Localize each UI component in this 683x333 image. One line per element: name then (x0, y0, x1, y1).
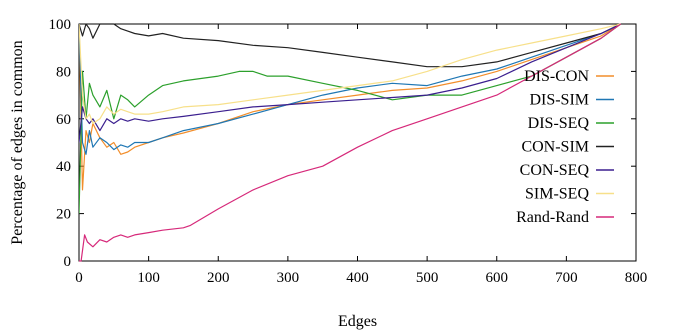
x-tick-label: 0 (75, 270, 83, 286)
legend-label-sim-seq: SIM-SEQ (525, 186, 589, 203)
x-tick-label: 600 (486, 270, 509, 286)
series-line-dis-sim (79, 23, 621, 155)
legend-label-dis-sim: DIS-SIM (529, 92, 589, 109)
y-tick-label: 40 (56, 159, 71, 175)
plot-area: 0 100 200 300 400 500 600 700 800 0 20 40 60 80 100 DIS… (49, 17, 648, 286)
series-line-con-seq (79, 23, 621, 143)
y-tick-label: 20 (56, 207, 71, 223)
y-axis-label: Percentage of edges in common (9, 40, 26, 244)
x-tick-label: 800 (625, 270, 648, 286)
y-tick-label: 80 (56, 64, 71, 80)
x-axis-label: Edges (338, 313, 377, 330)
x-tick-label: 200 (207, 270, 230, 286)
series-lines (79, 23, 622, 262)
x-tick-label: 100 (137, 270, 160, 286)
y-tick-label: 0 (64, 254, 72, 270)
y-tick-label: 100 (49, 17, 72, 33)
series-line-dis-seq (79, 23, 622, 214)
legend: DIS-CON DIS-SIM DIS-SEQ CON-SIM CON-SEQ SIM-S… (516, 68, 614, 226)
series-line-sim-seq (79, 23, 621, 125)
legend-label-con-sim: CON-SIM (521, 139, 589, 156)
y-tick-label: 60 (56, 112, 71, 128)
series-line-con-sim (79, 23, 621, 68)
series-line-dis-con (79, 23, 622, 191)
legend-label-dis-con: DIS-CON (524, 68, 589, 85)
x-tick-label: 300 (277, 270, 300, 286)
legend-label-con-seq: CON-SEQ (520, 162, 590, 179)
series-line-rand-rand (79, 23, 622, 262)
legend-label-rand-rand: Rand-Rand (516, 209, 589, 226)
x-tick-label: 500 (416, 270, 439, 286)
legend-label-dis-seq: DIS-SEQ (528, 115, 590, 132)
x-tick-label: 400 (346, 270, 369, 286)
x-tick-label: 700 (555, 270, 578, 286)
